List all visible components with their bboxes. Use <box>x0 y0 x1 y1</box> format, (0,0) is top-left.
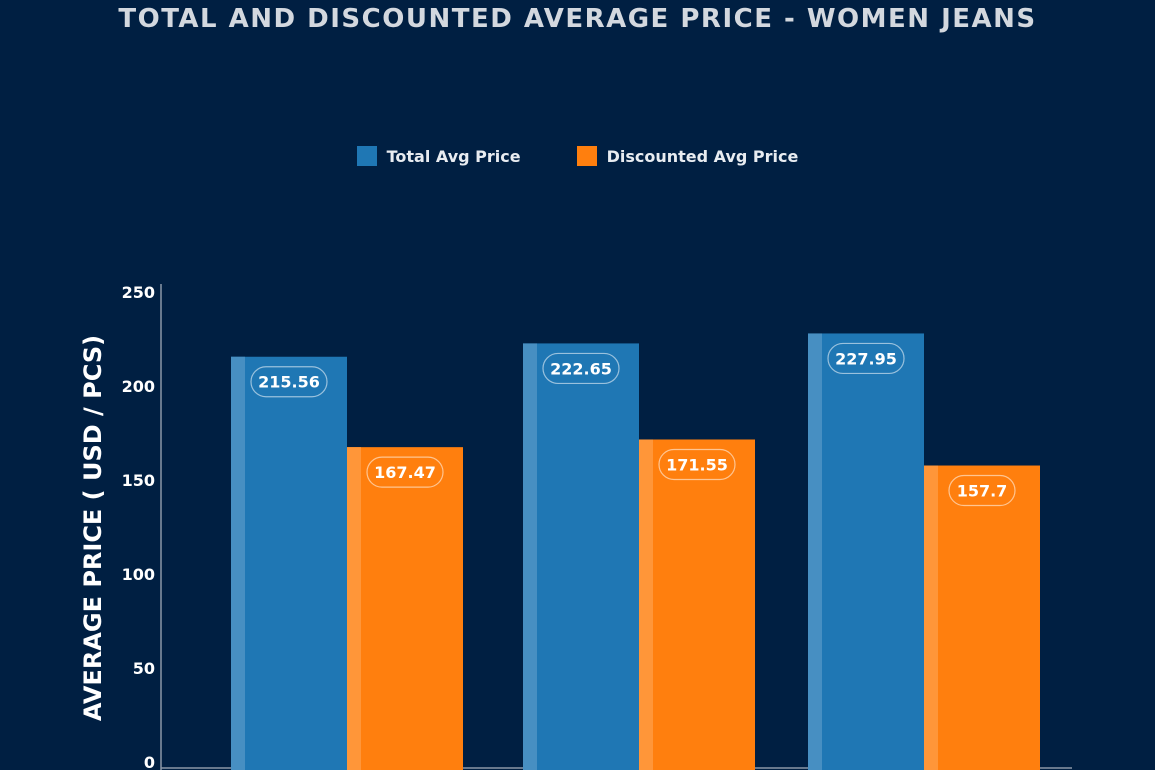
bar-highlight <box>347 447 361 770</box>
legend-item-discounted[interactable]: Discounted Avg Price <box>576 146 799 166</box>
y-tick-label: 250 <box>122 283 155 302</box>
bar <box>347 447 463 770</box>
data-label: 227.95 <box>835 349 897 368</box>
data-label-pill <box>542 352 620 385</box>
chart-title: TOTAL AND DISCOUNTED AVERAGE PRICE - WOM… <box>118 4 1037 34</box>
data-label-pill <box>250 366 328 398</box>
data-label-pill <box>827 342 905 375</box>
legend-swatch-total <box>356 146 377 166</box>
bar-highlight <box>924 465 938 770</box>
data-label: 171.55 <box>666 455 728 474</box>
data-label: 222.65 <box>550 359 612 378</box>
data-label: 215.56 <box>258 373 320 392</box>
data-label-pill <box>658 448 736 481</box>
bar <box>808 333 924 770</box>
bar-highlight <box>523 343 537 770</box>
data-label-pill <box>366 456 444 488</box>
bar-highlight <box>639 439 653 770</box>
bar-highlight <box>808 333 822 770</box>
y-tick-label: 0 <box>144 753 155 770</box>
bar <box>523 343 639 770</box>
bar-highlight <box>231 356 245 770</box>
legend-label-discounted: Discounted Avg Price <box>606 146 799 166</box>
y-tick-label: 100 <box>122 565 155 584</box>
legend-item-total[interactable]: Total Avg Price <box>356 146 521 166</box>
data-label: 157.7 <box>957 482 1008 501</box>
data-label: 167.47 <box>374 463 436 482</box>
bar <box>639 439 755 770</box>
bar <box>924 465 1040 770</box>
legend-label-total: Total Avg Price <box>386 146 521 166</box>
chart-legend: Total Avg Price Discounted Avg Price <box>0 146 1155 166</box>
y-tick-label: 50 <box>133 659 155 678</box>
y-tick-label: 150 <box>122 471 155 490</box>
y-tick-label: 200 <box>122 377 155 396</box>
legend-swatch-discounted <box>576 146 597 166</box>
data-label-pill <box>948 474 1016 507</box>
bar <box>231 356 347 770</box>
